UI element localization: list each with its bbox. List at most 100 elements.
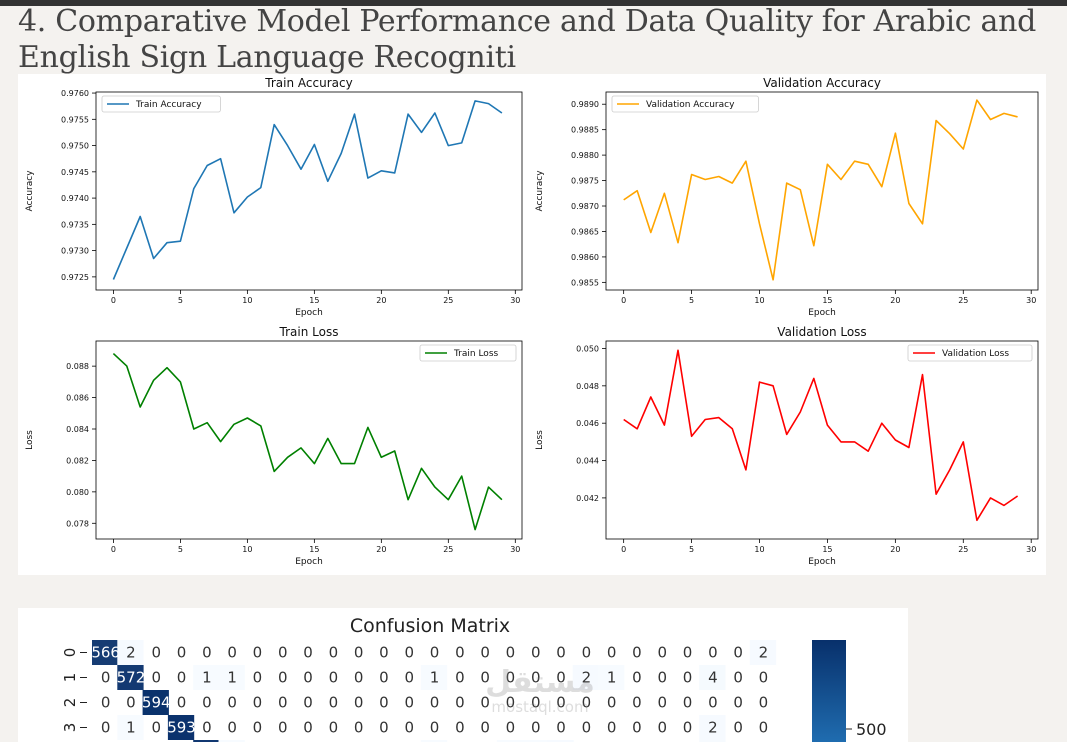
cell-value: 2 — [582, 669, 592, 687]
cell-value: 0 — [582, 719, 592, 737]
cell-value: 566 — [91, 644, 120, 662]
cell-value: 0 — [303, 644, 313, 662]
cell-value: 0 — [657, 694, 667, 712]
cell-value: 2 — [759, 644, 769, 662]
cell-value: 0 — [253, 719, 263, 737]
plot-frame — [95, 340, 523, 540]
cell-value: 0 — [430, 644, 440, 662]
y-tick-label: 0.9740 — [61, 194, 89, 203]
cell-value: 0 — [480, 694, 490, 712]
cell-value: 0 — [759, 669, 769, 687]
cell-value: 0 — [177, 669, 187, 687]
x-tick-label: 5 — [178, 545, 183, 554]
x-tick-label: 10 — [242, 296, 252, 305]
cell-value: 0 — [556, 719, 566, 737]
cell-value: 0 — [556, 644, 566, 662]
x-tick-label: 0 — [111, 296, 116, 305]
y-tick-label: 0.9875 — [571, 177, 599, 186]
x-tick-label: 25 — [443, 545, 453, 554]
matrix-cell — [117, 640, 144, 665]
cell-value: 0 — [430, 719, 440, 737]
cell-value: 0 — [480, 669, 490, 687]
matrix-cell — [117, 665, 144, 690]
cell-value: 0 — [177, 644, 187, 662]
y-tick-label: 0.9885 — [571, 126, 599, 135]
x-axis-label: Epoch — [295, 557, 323, 567]
y-axis-label: Accuracy — [535, 170, 545, 212]
y-tick-label: 0.9760 — [61, 89, 89, 98]
cell-value: 0 — [227, 644, 237, 662]
cell-value: 1 — [227, 669, 237, 687]
cell-value: 0 — [202, 644, 212, 662]
y-tick-label: 0.9735 — [61, 220, 89, 229]
cell-value: 0 — [480, 644, 490, 662]
cell-value: 0 — [227, 694, 237, 712]
cell-value: 0 — [657, 719, 667, 737]
chart-title: Validation Accuracy — [763, 76, 881, 90]
legend: Validation Accuracy — [611, 95, 759, 113]
chart-title: Train Accuracy — [264, 76, 352, 90]
cell-value: 0 — [733, 644, 743, 662]
y-tick-label: 0.9755 — [61, 115, 89, 124]
cell-value: 0 — [379, 719, 389, 737]
x-tick-label: 10 — [242, 545, 252, 554]
cell-value: 0 — [278, 719, 288, 737]
legend-box — [611, 95, 759, 113]
cell-value: 0 — [151, 719, 161, 737]
cell-value: 0 — [733, 719, 743, 737]
chart-train_loss: Train Loss 0 5 10 15 20 25 30 0.078 0.080 0.082 0.0… — [25, 325, 523, 567]
cell-value: 0 — [708, 694, 718, 712]
training-curves-svg: Train Accuracy 0 5 10 15 20 25 30 0.9725 0.9730 0.… — [25, 76, 1039, 567]
matrix-cell — [193, 740, 220, 742]
cell-value: 0 — [455, 669, 465, 687]
series-line — [623, 99, 1018, 281]
chart-train_acc: Train Accuracy 0 5 10 15 20 25 30 0.9725 0.9730 0.… — [25, 76, 523, 318]
chart-val_acc: Validation Accuracy 0 5 10 15 20 25 30 0.9855 0.9… — [535, 76, 1039, 318]
cell-value: 0 — [455, 694, 465, 712]
page-title-line-1: 4. Comparative Model Performance and Dat… — [18, 4, 1037, 39]
cell-value: 0 — [657, 644, 667, 662]
x-tick-label: 20 — [890, 545, 900, 554]
top-bar — [0, 0, 1067, 6]
legend-box — [907, 344, 1033, 362]
cell-value: 0 — [733, 669, 743, 687]
matrix-cell — [699, 740, 726, 742]
cell-value: 0 — [303, 719, 313, 737]
x-tick-label: 25 — [958, 545, 968, 554]
cell-value: 0 — [303, 694, 313, 712]
x-axis-label: Epoch — [808, 557, 836, 567]
cell-value: 0 — [607, 719, 617, 737]
cell-value: 0 — [253, 644, 263, 662]
y-tick-label: 0.9745 — [61, 168, 89, 177]
legend-label: Validation Loss — [942, 349, 1009, 359]
matrix-cell — [420, 740, 448, 742]
y-tick-label: 0.088 — [66, 362, 89, 371]
confusion-matrix-title: Confusion Matrix — [350, 615, 510, 637]
matrix-cell — [420, 665, 448, 690]
cell-value: 0 — [531, 644, 541, 662]
cell-value: 0 — [632, 694, 642, 712]
cell-value: 1 — [607, 669, 617, 687]
cell-value: 0 — [759, 694, 769, 712]
cell-value: 0 — [151, 669, 161, 687]
cell-value: 0 — [733, 694, 743, 712]
x-tick-label: 30 — [1026, 296, 1036, 305]
cell-value: 0 — [177, 694, 187, 712]
cell-value: 0 — [329, 719, 339, 737]
cell-value: 0 — [278, 669, 288, 687]
cell-value: 572 — [117, 669, 146, 687]
x-tick-label: 30 — [1026, 545, 1036, 554]
plot-frame — [95, 91, 523, 291]
cell-value: 0 — [531, 669, 541, 687]
y-axis-label: Loss — [535, 430, 545, 450]
y-tick-label: 0.082 — [66, 456, 89, 465]
x-tick-label: 30 — [510, 545, 520, 554]
x-tick-label: 0 — [621, 296, 626, 305]
y-tick-label: 0.9890 — [571, 100, 599, 109]
legend-label: Validation Accuracy — [646, 100, 735, 110]
page-title: 4. Comparative Model Performance and Dat… — [18, 4, 1058, 76]
cell-value: 0 — [101, 694, 111, 712]
series-line — [623, 349, 1019, 522]
cell-value: 0 — [379, 669, 389, 687]
